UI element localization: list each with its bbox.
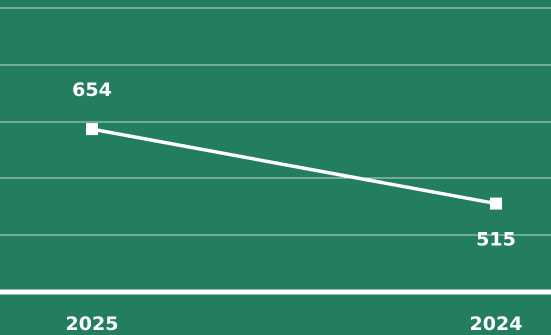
gridlines [0, 7, 551, 236]
data-label: 654 [72, 79, 112, 101]
series-group: 654 515 [72, 79, 516, 250]
data-point [86, 123, 98, 136]
x-tick-label: 2024 [470, 313, 523, 335]
series-line [91, 127, 497, 206]
data-point [490, 197, 502, 210]
x-tick-label: 2025 [66, 313, 119, 335]
data-label: 515 [476, 229, 516, 251]
x-axis-ticks: 2025 2024 [66, 313, 523, 335]
